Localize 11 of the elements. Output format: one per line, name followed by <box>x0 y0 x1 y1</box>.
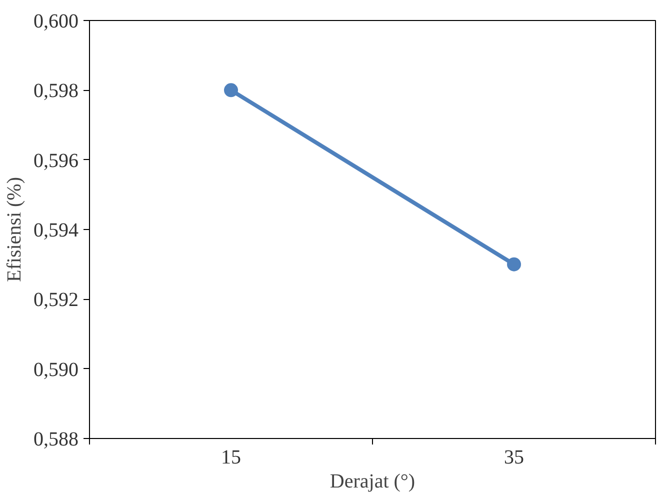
y-tick-label: 0,594 <box>34 220 78 242</box>
y-axis-title: Efisiensi (%) <box>4 177 26 282</box>
y-tick-label: 0,590 <box>34 358 78 381</box>
y-tick-label: 0,598 <box>34 80 78 102</box>
x-tick-label: 35 <box>504 446 524 468</box>
y-tick-label: 0,592 <box>34 289 78 312</box>
y-tick-label: 0,588 <box>34 428 78 450</box>
y-tick-label: 0,596 <box>34 150 78 172</box>
x-axis-title: Derajat (°) <box>330 470 416 492</box>
x-tick-label: 15 <box>221 446 241 468</box>
y-tick-label: 0,600 <box>34 10 78 32</box>
